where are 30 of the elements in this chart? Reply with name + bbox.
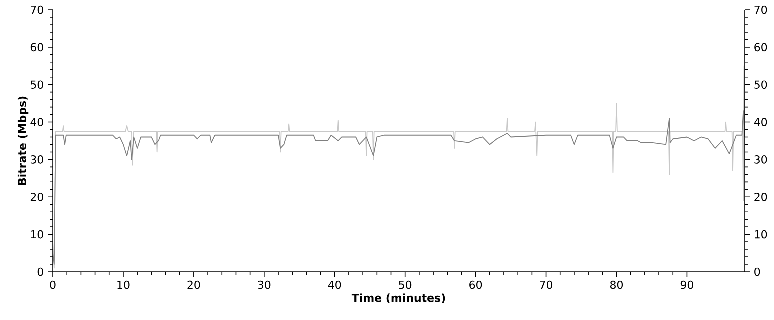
line-series (53, 110, 745, 265)
y-tick-label: 20 (30, 192, 44, 202)
y-tick-label: 30 (30, 156, 44, 164)
x-tick-label: 0 (50, 280, 56, 290)
y2-tick-label: 70 (754, 6, 768, 14)
y2-tick-label: 40 (754, 118, 768, 126)
y2-tick-label: 60 (754, 43, 768, 52)
y-tick-label: 0 (38, 268, 44, 276)
y-tick-label: 50 (30, 80, 44, 90)
x-tick-label: 30 (258, 280, 271, 290)
y-tick-label: 60 (30, 43, 44, 52)
y-axis-title: Bitrate (Mbps) (18, 96, 29, 186)
y-tick-label: 40 (30, 118, 44, 126)
y2-tick-label: 0 (754, 268, 760, 276)
y2-tick-label: 10 (755, 230, 768, 239)
y-tick-label: 70 (31, 6, 44, 14)
y2-tick-label: 50 (754, 80, 768, 90)
x-tick-label: 40 (328, 280, 342, 290)
x-tick-label: 60 (470, 280, 482, 290)
x-tick-label: 90 (680, 280, 694, 290)
x-tick-label: 50 (399, 280, 412, 290)
y2-tick-label: 20 (754, 192, 768, 202)
y-tick-label: 10 (31, 230, 44, 239)
line-series (53, 66, 745, 269)
y2-tick-label: 30 (754, 156, 768, 164)
x-axis-title: Time (minutes) (352, 294, 446, 304)
x-tick-label: 70 (540, 280, 553, 290)
x-tick-label: 80 (610, 280, 623, 290)
x-tick-label: 20 (188, 280, 200, 290)
x-tick-label: 10 (118, 280, 130, 290)
